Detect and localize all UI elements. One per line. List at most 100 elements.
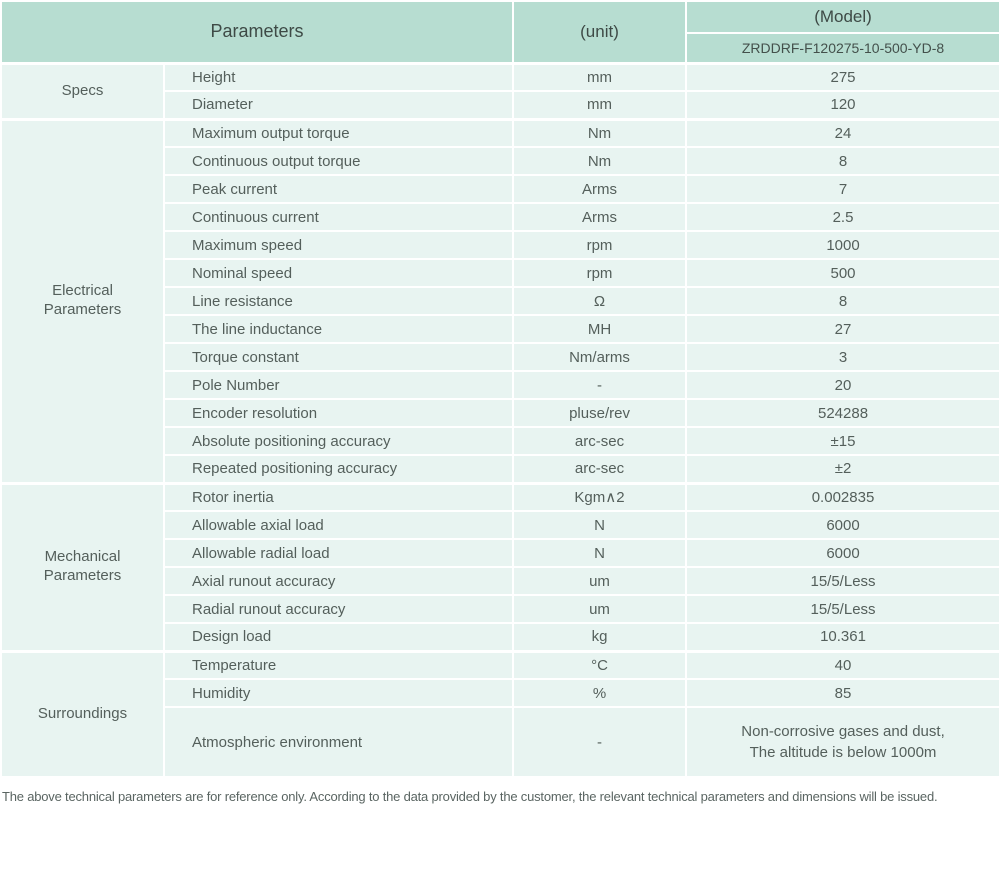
- unit-cell: Kgm∧2: [512, 481, 688, 512]
- table-row: Nominal speed rpm 500: [1, 258, 999, 288]
- param-label-cell: Atmospheric environment: [162, 706, 515, 778]
- unit-cell: -: [512, 370, 688, 400]
- group-cell-mechanical: Mechanical Parameters: [0, 481, 165, 652]
- param-label-cell: Humidity: [162, 678, 515, 708]
- table-row: Peak current Arms 7: [1, 174, 999, 204]
- value-cell: 10.361: [685, 622, 999, 652]
- table-row: Atmospheric environment - Non-corrosive …: [1, 706, 999, 778]
- unit-cell: °C: [512, 649, 688, 680]
- value-cell: 120: [685, 90, 999, 120]
- unit-cell: kg: [512, 622, 688, 652]
- param-label-cell: Peak current: [162, 174, 515, 204]
- spec-sheet: Parameters (unit) (Model) ZRDDRF-F120275…: [0, 0, 999, 804]
- value-cell: 40: [685, 649, 999, 680]
- param-label-cell: Nominal speed: [162, 258, 515, 288]
- table-row: Continuous current Arms 2.5: [1, 202, 999, 232]
- unit-cell: Arms: [512, 202, 688, 232]
- unit-cell: pluse/rev: [512, 398, 688, 428]
- unit-cell: Nm: [512, 146, 688, 176]
- unit-cell: um: [512, 594, 688, 624]
- param-label-cell: Radial runout accuracy: [162, 594, 515, 624]
- param-label-cell: Torque constant: [162, 342, 515, 372]
- param-label-cell: Axial runout accuracy: [162, 566, 515, 596]
- param-label-cell: Continuous output torque: [162, 146, 515, 176]
- header-row-1: Parameters (unit) (Model): [0, 0, 999, 64]
- param-label-cell: Repeated positioning accuracy: [162, 454, 515, 484]
- value-cell: 85: [685, 678, 999, 708]
- model-header: (Model): [685, 0, 999, 35]
- unit-cell: %: [512, 678, 688, 708]
- group-cell-electrical: Electrical Parameters: [0, 117, 165, 484]
- unit-cell: um: [512, 566, 688, 596]
- param-label-cell: Maximum output torque: [162, 117, 515, 148]
- unit-cell: N: [512, 510, 688, 540]
- table-row: Design load kg 10.361: [1, 622, 999, 652]
- table-row: Allowable radial load N 6000: [1, 538, 999, 568]
- value-cell: 2.5: [685, 202, 999, 232]
- header-row-2: ZRDDRF-F120275-10-500-YD-8: [1, 32, 999, 64]
- param-label-cell: Continuous current: [162, 202, 515, 232]
- unit-cell: -: [512, 706, 688, 778]
- parameters-header: Parameters: [0, 0, 515, 64]
- unit-cell: Ω: [512, 286, 688, 316]
- unit-cell: mm: [512, 61, 688, 92]
- table-row: Electrical Parameters Maximum output tor…: [0, 117, 999, 484]
- param-label-cell: Line resistance: [162, 286, 515, 316]
- table-row: Specs Height mm 275: [0, 61, 999, 120]
- unit-header: (unit): [512, 0, 688, 64]
- unit-cell: Nm: [512, 117, 688, 148]
- value-cell: 6000: [685, 510, 999, 540]
- table-row: Axial runout accuracy um 15/5/Less: [1, 566, 999, 596]
- table-row: Repeated positioning accuracy arc-sec ±2: [1, 454, 999, 484]
- unit-cell: arc-sec: [512, 426, 688, 456]
- value-cell: 8: [685, 146, 999, 176]
- table-row: Surroundings Temperature °C 40: [0, 649, 999, 778]
- param-label-cell: Diameter: [162, 90, 515, 120]
- value-cell: ±2: [685, 454, 999, 484]
- value-cell: 275: [685, 61, 999, 92]
- unit-cell: MH: [512, 314, 688, 344]
- value-cell: 7: [685, 174, 999, 204]
- value-cell: 0.002835: [685, 481, 999, 512]
- value-cell: 3: [685, 342, 999, 372]
- param-label-cell: Pole Number: [162, 370, 515, 400]
- value-cell: 15/5/Less: [685, 566, 999, 596]
- footnote: The above technical parameters are for r…: [2, 789, 938, 804]
- value-cell: 8: [685, 286, 999, 316]
- value-cell: 15/5/Less: [685, 594, 999, 624]
- unit-cell: arc-sec: [512, 454, 688, 484]
- param-label-cell: Height: [162, 61, 515, 92]
- value-cell: 500: [685, 258, 999, 288]
- param-label-cell: Allowable radial load: [162, 538, 515, 568]
- unit-cell: N: [512, 538, 688, 568]
- param-label-cell: Absolute positioning accuracy: [162, 426, 515, 456]
- group-cell-surroundings: Surroundings: [0, 649, 165, 778]
- unit-cell: rpm: [512, 258, 688, 288]
- param-label-cell: Temperature: [162, 649, 515, 680]
- table-row: Radial runout accuracy um 15/5/Less: [1, 594, 999, 624]
- unit-cell: rpm: [512, 230, 688, 260]
- table-row: Encoder resolution pluse/rev 524288: [1, 398, 999, 428]
- value-cell: 20: [685, 370, 999, 400]
- value-cell: 1000: [685, 230, 999, 260]
- param-label-cell: The line inductance: [162, 314, 515, 344]
- group-cell-specs: Specs: [0, 61, 165, 120]
- param-label-cell: Design load: [162, 622, 515, 652]
- value-cell: ±15: [685, 426, 999, 456]
- value-cell: 24: [685, 117, 999, 148]
- value-cell: 27: [685, 314, 999, 344]
- table-row: Torque constant Nm/arms 3: [1, 342, 999, 372]
- param-label-cell: Maximum speed: [162, 230, 515, 260]
- table-row: Continuous output torque Nm 8: [1, 146, 999, 176]
- table-row: Maximum speed rpm 1000: [1, 230, 999, 260]
- table-row: The line inductance MH 27: [1, 314, 999, 344]
- table-row: Pole Number - 20: [1, 370, 999, 400]
- param-label-cell: Allowable axial load: [162, 510, 515, 540]
- table-row: Allowable axial load N 6000: [1, 510, 999, 540]
- model-code: ZRDDRF-F120275-10-500-YD-8: [685, 32, 999, 64]
- unit-cell: mm: [512, 90, 688, 120]
- table-row: Line resistance Ω 8: [1, 286, 999, 316]
- value-cell: 524288: [685, 398, 999, 428]
- table-row: Diameter mm 120: [1, 90, 999, 120]
- unit-cell: Arms: [512, 174, 688, 204]
